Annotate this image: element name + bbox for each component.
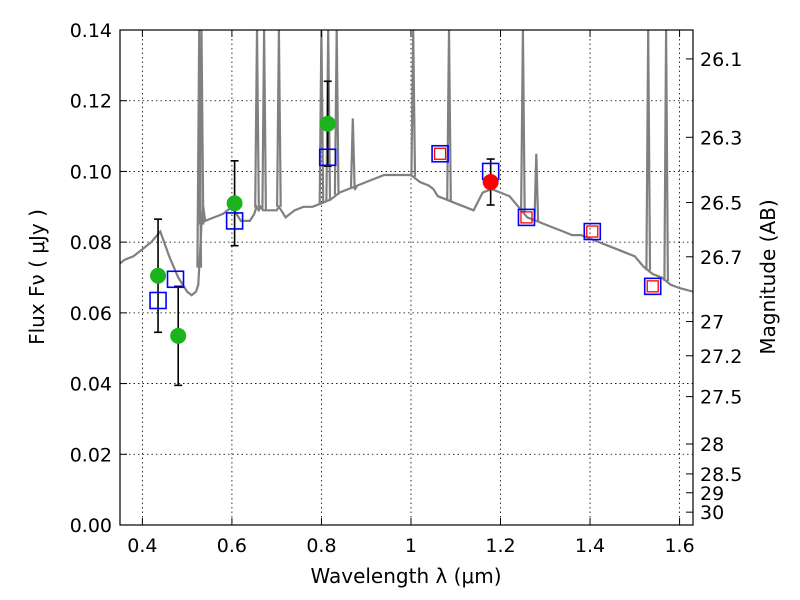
red-square-marker	[433, 147, 447, 160]
blue-square-marker	[318, 148, 337, 167]
y2-tick-label: 26.3	[700, 127, 742, 149]
x-tick-label: 0.8	[306, 535, 336, 557]
y-axis-label: Flux Fν ( μJy )	[25, 209, 49, 345]
red-square-marker	[520, 211, 533, 224]
emission-line-spike	[352, 185, 358, 192]
x-axis-label: Wavelength λ (μm)	[310, 564, 501, 588]
y2-tick-label: 26.7	[700, 247, 742, 269]
data-point	[170, 327, 187, 344]
y-tick-label: 0.08	[70, 232, 112, 254]
emission-line-spike	[410, 30, 417, 177]
emission-line-spike	[349, 118, 356, 188]
blue-square-marker	[583, 222, 602, 241]
red-square-marker	[646, 280, 659, 293]
data-point	[150, 267, 167, 284]
red-square-marker	[586, 225, 599, 238]
emission-line-spike	[446, 30, 452, 201]
x-tick-label: 0.6	[217, 535, 247, 557]
blue-square-marker	[431, 144, 449, 163]
x-tick-label: 0.4	[127, 535, 157, 557]
y-tick-label: 0.00	[70, 515, 112, 537]
y-tick-label: 0.12	[70, 91, 112, 113]
x-tick-label: 1.4	[575, 535, 605, 557]
y-tick-label: 0.06	[70, 303, 112, 325]
y2-axis-label: Magnitude (AB)	[756, 199, 780, 354]
plot-area	[120, 30, 693, 387]
y2-tick-label: 27	[700, 312, 724, 334]
y2-tick-label: 26.5	[700, 193, 742, 215]
blue-square-marker	[225, 212, 244, 230]
y2-tick-label: 27.5	[700, 387, 742, 409]
y-tick-label: 0.14	[70, 20, 112, 42]
emission-line-spike	[318, 30, 325, 204]
grid-lines	[120, 30, 693, 525]
y2-tick-label: 29	[700, 483, 724, 505]
x-tick-label: 1.2	[485, 535, 515, 557]
emission-line-spike	[254, 30, 260, 208]
y-tick-label: 0.10	[70, 161, 112, 183]
data-point	[319, 115, 336, 132]
y-tick-label: 0.02	[70, 444, 112, 466]
blue-square-marker	[643, 277, 662, 296]
emission-line-spike	[520, 30, 526, 213]
y2-tick-label: 30	[700, 502, 724, 524]
data-point	[482, 174, 499, 191]
emission-line-spike	[533, 153, 540, 221]
emission-line-spike	[261, 30, 267, 211]
y2-tick-label: 28	[700, 434, 724, 456]
blue-square-marker	[166, 270, 185, 289]
blue-square-marker	[517, 208, 536, 227]
emission-line-spike	[663, 30, 669, 282]
x-tick-label: 1	[405, 535, 417, 557]
y2-tick-label: 28.5	[700, 464, 742, 486]
emission-line-spike	[645, 30, 652, 271]
data-point	[226, 195, 243, 212]
plot-frame	[119, 29, 694, 526]
spectrum-line	[120, 173, 693, 297]
blue-square-marker	[149, 291, 167, 310]
axis-ticks: 0.4 0.6 0.8 1 1.2 1.4 1.6 0.00 0.02 0.04 0.06 0.08 0…	[70, 20, 743, 557]
y2-tick-label: 26.1	[700, 49, 742, 71]
emission-line-spike	[198, 30, 205, 225]
emission-line-spike	[276, 30, 282, 207]
x-tick-label: 1.6	[664, 535, 694, 557]
y2-tick-label: 27.2	[700, 346, 742, 368]
y-tick-label: 0.04	[70, 374, 112, 396]
emission-line-spike	[333, 30, 340, 195]
